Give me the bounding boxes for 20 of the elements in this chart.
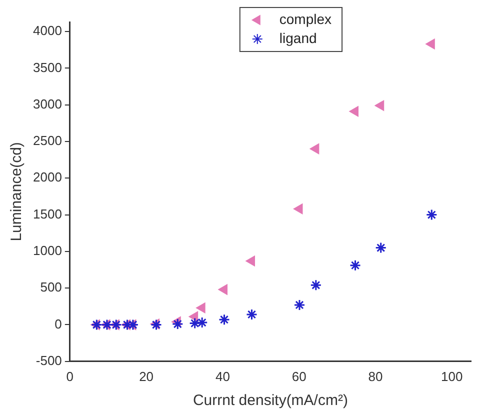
x-tick-label: 60: [292, 368, 306, 384]
y-tick-label: 2500: [33, 133, 62, 148]
y-tick-label: 1500: [33, 206, 62, 222]
y-tick-label: -500: [36, 352, 62, 368]
x-tick-label: 20: [139, 368, 154, 384]
x-tick-label: 100: [441, 368, 463, 384]
x-tick-label: 40: [215, 368, 230, 384]
y-tick-label: 2000: [33, 170, 62, 185]
x-tick-label: 0: [66, 368, 74, 384]
legend-label: ligand: [279, 30, 317, 46]
y-axis-title: Luminance(cd): [8, 142, 26, 242]
x-axis-title: Currnt density(mA/cm²): [192, 392, 348, 410]
y-tick-label: 1000: [33, 243, 62, 258]
x-tick-label: 80: [368, 368, 383, 384]
legend-label: complex: [279, 10, 332, 27]
y-tick-label: 0: [54, 316, 62, 332]
y-tick-label: 4000: [33, 23, 62, 38]
y-tick-label: 3000: [33, 96, 62, 112]
y-tick-label: 500: [40, 280, 62, 295]
y-tick-label: 3500: [33, 60, 62, 75]
